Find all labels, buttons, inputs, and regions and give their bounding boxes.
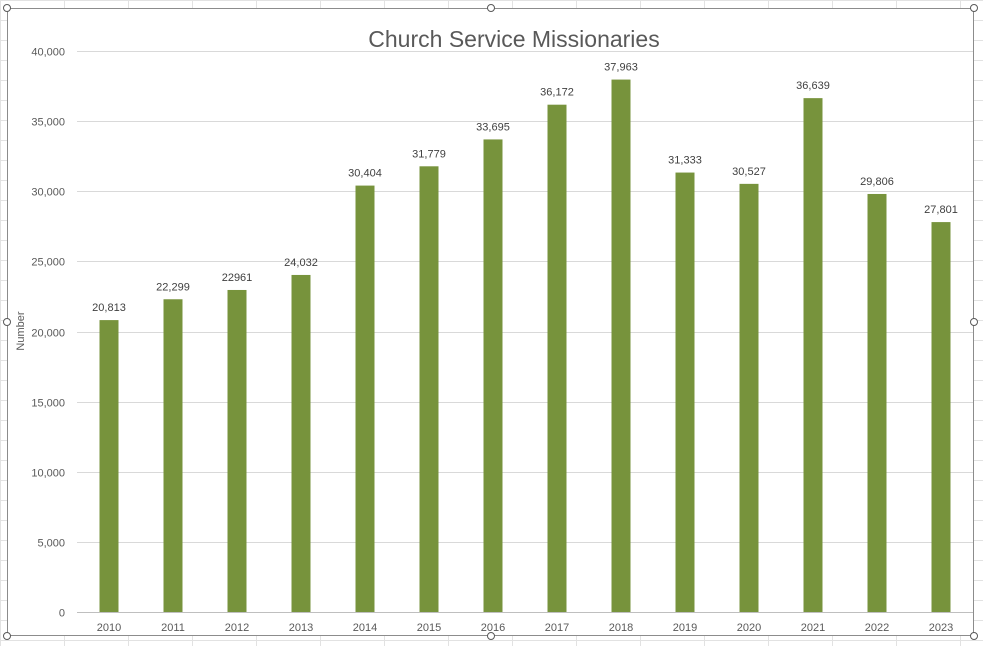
bar-2016[interactable] (483, 139, 503, 613)
resize-handle-bottom-center[interactable] (487, 632, 495, 640)
x-tick-label-2018: 2018 (609, 622, 633, 634)
y-tick-label: 40,000 (31, 47, 65, 59)
chart-title[interactable]: Church Service Missionaries (368, 26, 659, 52)
x-tick-label-2017: 2017 (545, 622, 569, 634)
data-label-2022: 29,806 (860, 176, 894, 188)
bar-2022[interactable] (867, 193, 887, 612)
y-tick-label: 15,000 (31, 398, 65, 410)
x-tick-label-2013: 2013 (289, 622, 313, 634)
data-series[interactable] (99, 79, 951, 613)
bar-2023[interactable] (931, 222, 951, 612)
data-label-2023: 27,801 (924, 204, 958, 216)
y-tick-label: 0 (59, 608, 65, 620)
resize-handle-middle-right[interactable] (970, 318, 978, 326)
data-label-2013: 24,032 (284, 257, 318, 269)
bar-2017[interactable] (547, 104, 567, 613)
x-tick-label-2011: 2011 (161, 622, 185, 634)
bar-2018[interactable] (611, 79, 631, 613)
resize-handle-top-left[interactable] (3, 4, 11, 12)
x-tick-label-2019: 2019 (673, 622, 697, 634)
resize-handle-bottom-right[interactable] (970, 632, 978, 640)
bar-2013[interactable] (291, 274, 311, 612)
data-label-2010: 20,813 (92, 302, 126, 314)
bar-2021[interactable] (803, 98, 823, 613)
data-label-2019: 31,333 (668, 155, 702, 167)
data-label-2011: 22,299 (156, 281, 190, 293)
y-axis-title[interactable]: Number (15, 311, 27, 350)
data-label-2021: 36,639 (796, 80, 830, 92)
x-tick-label-2021: 2021 (801, 622, 825, 634)
data-label-2017: 36,172 (540, 87, 574, 99)
resize-handle-top-right[interactable] (970, 4, 978, 12)
y-tick-label: 35,000 (31, 117, 65, 129)
x-tick-label-2010: 2010 (97, 622, 121, 634)
x-tick-label-2016: 2016 (481, 622, 505, 634)
bar-2014[interactable] (355, 185, 375, 612)
x-tick-label-2020: 2020 (737, 622, 761, 634)
resize-handle-bottom-left[interactable] (3, 632, 11, 640)
gridlines (77, 51, 973, 613)
y-tick-label: 25,000 (31, 257, 65, 269)
bar-2015[interactable] (419, 166, 439, 612)
x-tick-label-2015: 2015 (417, 622, 441, 634)
data-label-2018: 37,963 (604, 62, 638, 74)
resize-handle-middle-left[interactable] (3, 318, 11, 326)
y-tick-label: 20,000 (31, 328, 65, 340)
data-labels: 20,813 22,299 22961 24,032 30,404 31,779 33,69… (92, 62, 958, 315)
resize-handle-top-center[interactable] (487, 4, 495, 12)
data-label-2014: 30,404 (348, 168, 382, 180)
y-axis-tick-labels: 0 5,000 10,000 15,000 20,000 25,000 30,000 35,0… (31, 47, 65, 620)
y-tick-label: 10,000 (31, 468, 65, 480)
x-tick-label-2022: 2022 (865, 622, 889, 634)
x-tick-label-2023: 2023 (929, 622, 953, 634)
data-label-2020: 30,527 (732, 166, 766, 178)
x-tick-label-2014: 2014 (353, 622, 377, 634)
x-tick-label-2012: 2012 (225, 622, 249, 634)
data-label-2012: 22961 (222, 272, 253, 284)
bar-2011[interactable] (163, 299, 183, 612)
y-tick-label: 30,000 (31, 187, 65, 199)
y-tick-label: 5,000 (37, 538, 65, 550)
data-label-2015: 31,779 (412, 148, 446, 160)
bar-2019[interactable] (675, 172, 695, 612)
x-axis-tick-labels: 2010 2011 2012 2013 2014 2015 2016 2017 2018 2019… (97, 622, 953, 634)
bar-2012[interactable] (227, 289, 247, 612)
bar-2020[interactable] (739, 183, 759, 612)
bar-2010[interactable] (99, 320, 119, 612)
data-label-2016: 33,695 (476, 121, 510, 133)
